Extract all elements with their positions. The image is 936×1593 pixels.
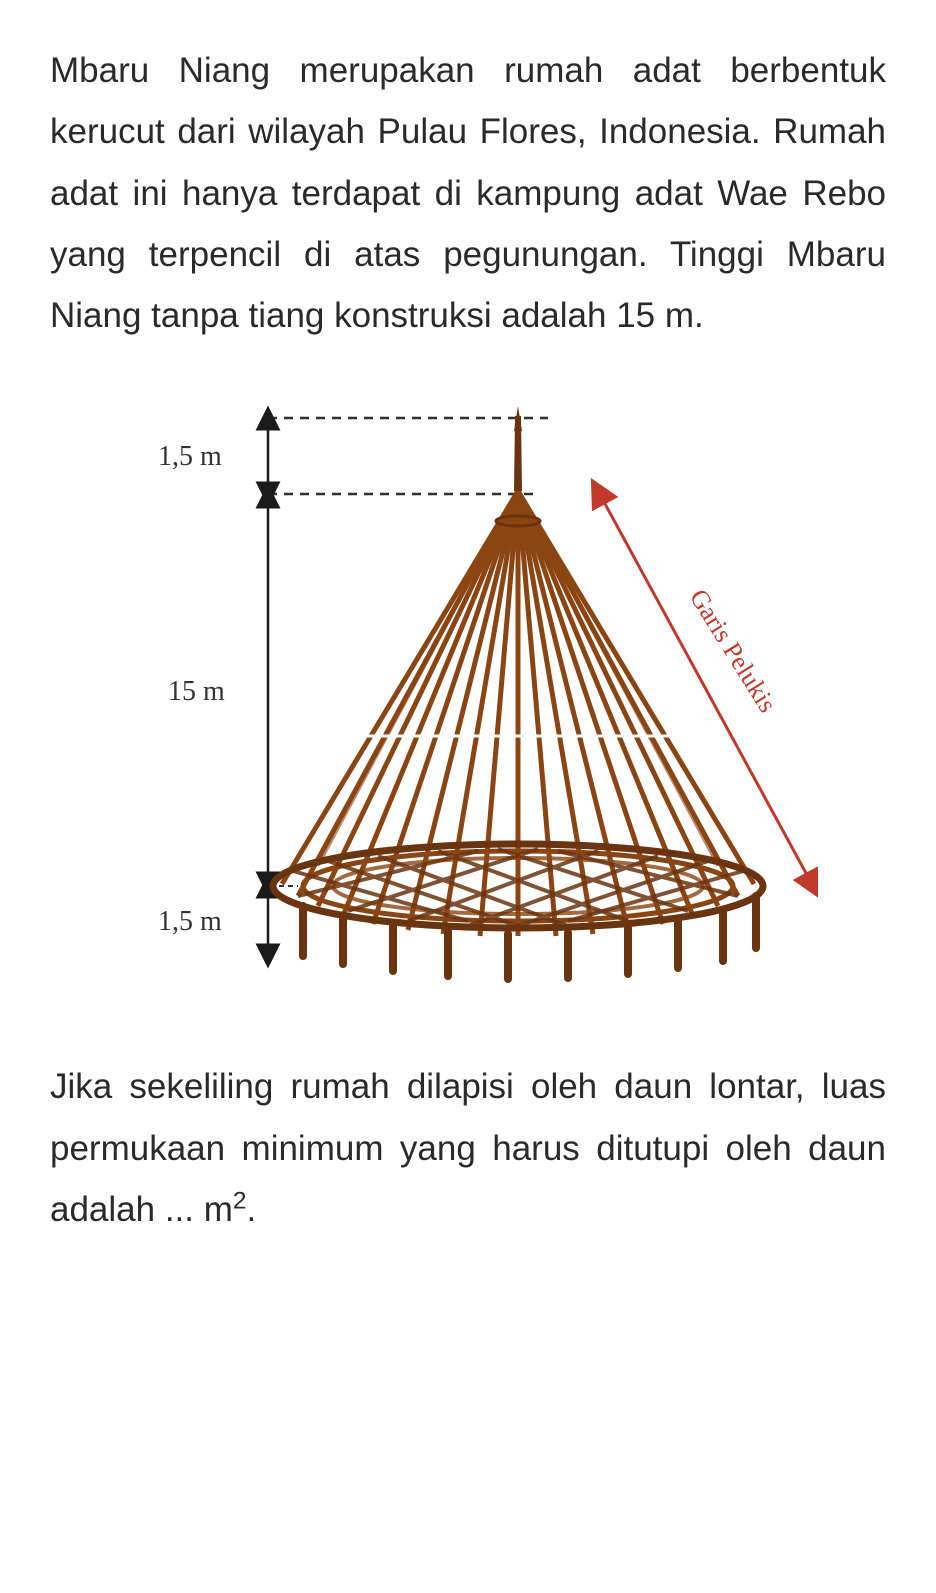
label-top-height: 1,5 m (158, 441, 222, 473)
question-exponent: 2 (233, 1187, 247, 1214)
intro-paragraph: Mbaru Niang merupakan rumah adat berbent… (50, 40, 886, 346)
question-paragraph: Jika sekeliling rumah dilapisi oleh daun… (50, 1056, 886, 1240)
label-bottom-height: 1,5 m (158, 906, 222, 938)
cone-diagram: 1,5 m 15 m 1,5 m Garis Pelukis (118, 386, 818, 1006)
question-period: . (247, 1190, 257, 1229)
label-cone-height: 15 m (168, 676, 225, 708)
diagram-container: 1,5 m 15 m 1,5 m Garis Pelukis (50, 386, 886, 1006)
question-unit: m (204, 1190, 233, 1229)
question-text: Jika sekeliling rumah dilapisi oleh daun… (50, 1067, 886, 1229)
